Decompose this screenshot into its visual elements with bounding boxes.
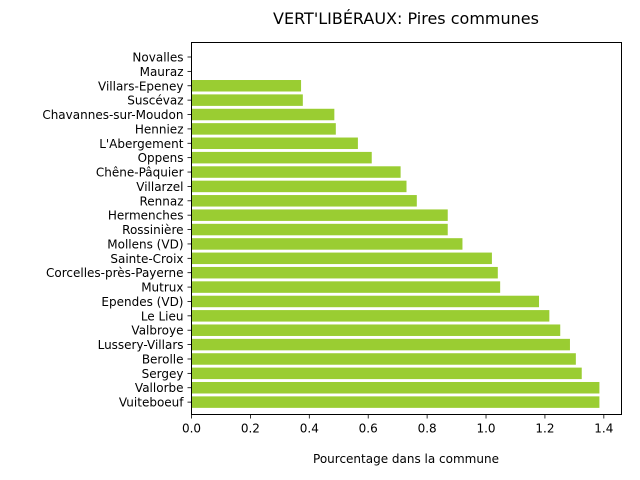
y-tick-label: Novalles bbox=[132, 51, 183, 65]
y-tick-label: Henniez bbox=[135, 122, 184, 136]
y-tick-label: Mutrux bbox=[141, 281, 183, 295]
bar bbox=[191, 137, 358, 150]
bar bbox=[191, 295, 540, 308]
bar bbox=[191, 252, 492, 265]
bar bbox=[191, 324, 561, 336]
bar bbox=[191, 238, 463, 250]
bar bbox=[191, 123, 336, 135]
y-tick-label: Mollens (VD) bbox=[107, 237, 183, 251]
x-tick-label: 0.4 bbox=[300, 422, 319, 436]
plot-frame bbox=[191, 42, 622, 415]
y-tick-label: Chavannes-sur-Moudon bbox=[42, 108, 183, 122]
y-tick-label: Berolle bbox=[142, 352, 184, 366]
y-tick-label: Valbroye bbox=[131, 324, 183, 338]
bar bbox=[191, 223, 448, 236]
y-tick-label: Oppens bbox=[138, 151, 184, 165]
y-tick-label: L'Abergement bbox=[99, 137, 184, 151]
y-tick-label: Vuiteboeuf bbox=[119, 396, 184, 410]
y-tick-label: Vallorbe bbox=[135, 381, 184, 395]
y-tick-label: Villars-Epeney bbox=[98, 79, 184, 93]
y-tick-labels: NovallesMaurazVillars-EpeneySuscévazChav… bbox=[42, 51, 192, 410]
bar bbox=[191, 80, 302, 92]
x-ticks: 0.0 0.2 0.4 0.6 0.8 1.0 1.2 1.4 bbox=[182, 414, 613, 436]
y-tick-label: Sergey bbox=[142, 367, 184, 381]
bar bbox=[191, 338, 570, 351]
bar bbox=[191, 266, 498, 279]
y-tick-label: Sainte-Croix bbox=[110, 252, 183, 266]
bar bbox=[191, 396, 600, 408]
y-tick-label: Lussery-Villars bbox=[98, 338, 184, 352]
x-tick-label: 1.0 bbox=[476, 422, 495, 436]
y-tick-label: Villarzel bbox=[136, 180, 183, 194]
bars-group bbox=[191, 80, 600, 408]
x-tick-label: 1.4 bbox=[594, 422, 613, 436]
bar bbox=[191, 151, 372, 164]
x-tick-label: 1.2 bbox=[535, 422, 554, 436]
bar bbox=[191, 381, 600, 394]
bar bbox=[191, 367, 582, 380]
x-tick-label: 0.8 bbox=[418, 422, 437, 436]
y-tick-label: Le Lieu bbox=[141, 309, 184, 323]
chart-title: VERT'LIBÉRAUX: Pires communes bbox=[273, 9, 539, 28]
x-tick-label: 0.2 bbox=[241, 422, 260, 436]
y-tick-label: Corcelles-près-Payerne bbox=[46, 266, 184, 280]
bar bbox=[191, 166, 401, 178]
y-tick-label: Suscévaz bbox=[127, 94, 183, 108]
y-tick-label: Chêne-Pâquier bbox=[96, 166, 184, 180]
x-tick-label: 0.0 bbox=[182, 422, 201, 436]
bar bbox=[191, 209, 448, 221]
y-tick-label: Rossinière bbox=[122, 223, 183, 237]
y-tick-label: Hermenches bbox=[108, 209, 184, 223]
bar bbox=[191, 195, 417, 207]
bar bbox=[191, 281, 501, 293]
bar bbox=[191, 180, 407, 193]
bar bbox=[191, 108, 335, 121]
y-tick-label: Rennaz bbox=[139, 194, 183, 208]
x-axis-label: Pourcentage dans la commune bbox=[313, 452, 499, 466]
y-tick-label: Mauraz bbox=[140, 65, 184, 79]
bar bbox=[191, 94, 303, 106]
bar bbox=[191, 310, 550, 322]
bar bbox=[191, 353, 576, 365]
y-tick-label: Ependes (VD) bbox=[101, 295, 183, 309]
x-tick-label: 0.6 bbox=[359, 422, 378, 436]
